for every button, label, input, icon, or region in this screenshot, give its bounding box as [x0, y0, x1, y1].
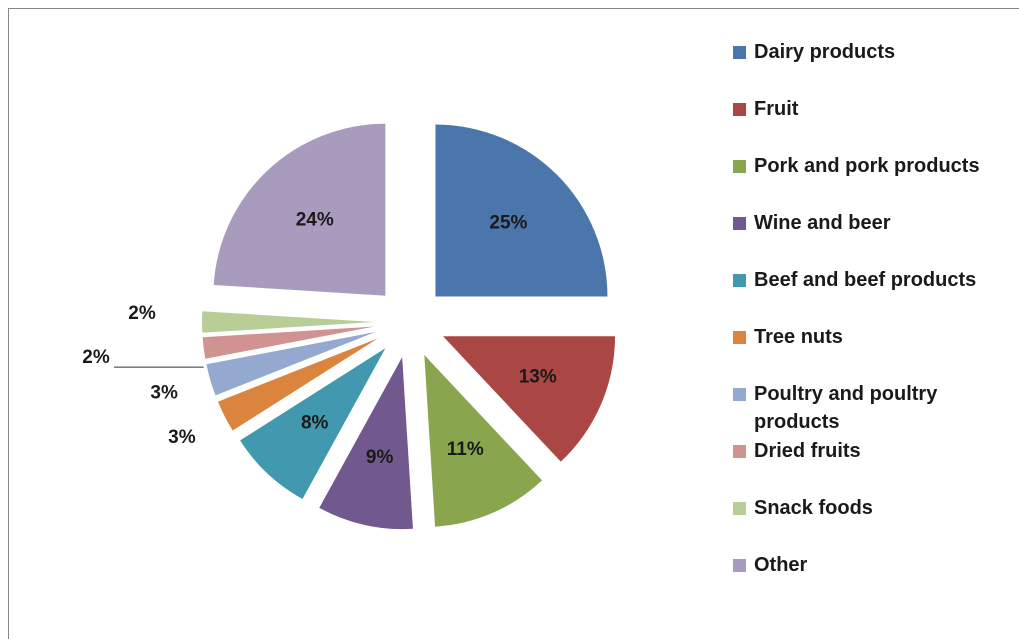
legend-swatch — [733, 502, 746, 515]
legend-item: Wine and beer — [730, 209, 1000, 237]
legend-item: Tree nuts — [730, 323, 1000, 351]
legend-label: Beef and beef products — [754, 269, 977, 291]
legend-item: Dried fruits — [730, 437, 1000, 465]
legend-swatch — [733, 388, 746, 401]
data-label: 24% — [296, 210, 334, 231]
data-label: 3% — [150, 382, 178, 403]
pie-slice — [424, 355, 543, 527]
pie-slice — [443, 336, 616, 462]
legend-swatch — [733, 274, 746, 287]
data-label: 11% — [447, 439, 484, 460]
data-label: 9% — [366, 447, 394, 468]
legend-item: Dairy products — [730, 38, 1000, 66]
data-label: 3% — [168, 427, 196, 448]
legend-item: Fruit — [730, 95, 1000, 123]
frame — [8, 8, 1019, 639]
legend-label: Dried fruits — [754, 440, 861, 462]
legend-swatch — [733, 445, 746, 458]
legend-label: Poultry and poultry products — [754, 383, 938, 433]
legend-swatch — [733, 217, 746, 230]
legend-label: Fruit — [754, 98, 799, 120]
pie-slice — [202, 326, 375, 359]
legend-label: Dairy products — [754, 41, 896, 63]
pie-slice — [213, 123, 386, 296]
legend-swatch — [733, 331, 746, 344]
legend-label: Tree nuts — [754, 326, 843, 348]
legend-swatch — [733, 103, 746, 116]
legend-item: Pork and pork products — [730, 152, 1000, 180]
legend-swatch — [733, 160, 746, 173]
legend-label: Pork and pork products — [754, 155, 980, 177]
pie-slice — [319, 357, 413, 530]
pie-slice — [206, 332, 376, 396]
legend-swatch — [733, 46, 746, 59]
pie-slice — [201, 311, 374, 333]
legend-label: Other — [754, 554, 808, 576]
legend-item: Snack foods — [730, 494, 1000, 522]
data-label: 13% — [519, 366, 557, 387]
data-label: 8% — [301, 412, 329, 433]
pie-slice — [240, 348, 386, 499]
legend-item: Other — [730, 551, 1000, 579]
pie-slice — [435, 124, 608, 297]
data-label: 2% — [128, 303, 156, 324]
pie-slice — [218, 338, 378, 431]
data-label: 25% — [489, 213, 527, 234]
legend-swatch — [733, 559, 746, 572]
legend-item: Beef and beef products — [730, 266, 1000, 294]
legend-label: Snack foods — [754, 497, 873, 519]
legend-item: Poultry and poultry products — [730, 380, 1000, 436]
legend-label: Wine and beer — [754, 212, 891, 234]
data-label: 2% — [82, 347, 110, 368]
